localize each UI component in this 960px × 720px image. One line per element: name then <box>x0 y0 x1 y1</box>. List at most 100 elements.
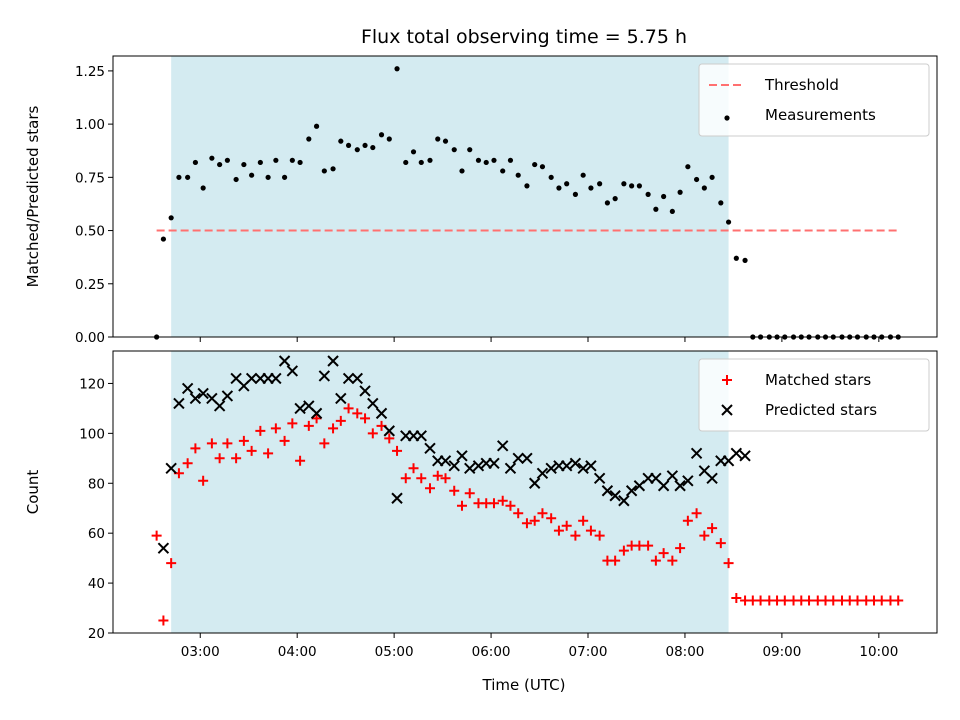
matched-star-point <box>287 418 298 429</box>
y-tick-label: 0.75 <box>75 170 105 186</box>
predicted-star-point <box>577 462 589 474</box>
matched-star-point <box>255 425 266 436</box>
measurement-point <box>701 185 707 191</box>
matched-star-point <box>158 615 169 626</box>
matched-star-point <box>352 408 363 419</box>
matched-star-point <box>529 515 540 526</box>
y-tick-label: 0.50 <box>75 224 105 240</box>
measurement-point <box>233 176 239 183</box>
matched-star-point <box>440 473 451 484</box>
matched-star-point <box>521 518 532 529</box>
panel-top-ratio: 0.00 0.25 0.50 0.75 1.00 1.25 Matched/Predicte… <box>24 55 938 346</box>
predicted-star-point <box>536 467 549 479</box>
x-tick-label: 06:00 <box>472 644 511 660</box>
predicted-star-point <box>415 430 427 442</box>
measurement-point <box>241 161 247 168</box>
predicted-star-point <box>213 400 226 412</box>
matched-star-point <box>682 515 693 526</box>
measurement-point <box>185 174 191 180</box>
panel-bottom-counts: 20 40 60 80 100 120 03:00 04:00 05:00 06:00 07:00 0… <box>24 350 938 660</box>
predicted-star-point <box>391 492 403 504</box>
measurement-point <box>500 168 506 174</box>
measurement-point <box>653 206 659 212</box>
measurement-point <box>338 138 344 144</box>
measurement-point <box>257 159 263 166</box>
legend-label: Matched stars <box>765 371 871 389</box>
y-tick-label: 40 <box>88 576 105 592</box>
measurement-point <box>742 257 748 263</box>
measurement-point <box>661 193 667 200</box>
predicted-star-point <box>181 382 194 395</box>
measurement-point <box>306 136 312 142</box>
matched-star-point <box>295 455 306 466</box>
matched-star-point <box>497 495 508 506</box>
predicted-star-point <box>625 485 638 497</box>
predicted-star-point <box>512 452 524 465</box>
matched-star-point <box>505 500 516 511</box>
measurement-point <box>677 189 683 195</box>
predicted-star-point <box>545 462 557 474</box>
measurement-point <box>507 157 514 163</box>
matched-star-point <box>231 453 242 464</box>
predicted-star-point <box>157 542 170 554</box>
legend-swatch-measurements <box>724 115 730 121</box>
top-axes-frame <box>112 55 938 338</box>
y-tick-label: 120 <box>79 376 105 392</box>
measurement-point <box>588 185 594 191</box>
legend-label: Measurements <box>765 106 876 124</box>
matched-star-point <box>570 530 581 541</box>
measurement-point <box>580 172 586 178</box>
matched-star-point <box>699 530 710 541</box>
matched-star-point <box>658 548 669 559</box>
x-tick-label: 04:00 <box>278 644 317 660</box>
matched-star-point <box>488 498 499 509</box>
matched-star-point <box>214 453 225 464</box>
matched-star-point <box>343 403 354 414</box>
y-tick-label: 0.25 <box>75 277 105 293</box>
predicted-star-point <box>335 392 347 405</box>
predicted-star-point <box>173 397 185 410</box>
matched-star-point <box>270 423 281 434</box>
predicted-star-point <box>278 355 291 367</box>
measurement-point <box>345 142 352 149</box>
measurement-point <box>330 166 336 172</box>
measurement-point <box>427 157 433 163</box>
x-tick-label: 08:00 <box>665 644 704 660</box>
measurement-point <box>636 183 642 189</box>
matched-star-point <box>449 485 460 496</box>
matched-star-point <box>182 458 193 469</box>
predicted-star-point <box>189 392 202 405</box>
predicted-star-point <box>488 457 500 470</box>
x-tick-label: 03:00 <box>181 644 220 660</box>
legend-swatch-predicted <box>721 404 733 416</box>
predicted-star-point <box>496 440 509 452</box>
predicted-star-point <box>472 460 485 472</box>
matched-star-point <box>384 433 395 444</box>
predicted-star-point <box>593 472 606 484</box>
measurement-point <box>394 66 400 72</box>
measurement-point <box>718 200 724 206</box>
bottom-observing-window <box>171 351 729 633</box>
x-tick-label: 10:00 <box>859 644 898 660</box>
matched-star-point <box>432 470 443 481</box>
measurement-point <box>176 174 182 180</box>
measurement-point <box>709 174 715 180</box>
predicted-star-point <box>197 387 209 400</box>
matched-star-point <box>731 593 742 604</box>
predicted-star-point <box>359 385 371 397</box>
matched-star-point <box>303 420 314 431</box>
measurement-point <box>621 181 627 187</box>
y-tick-label: 80 <box>88 476 105 492</box>
measurement-point <box>217 161 223 168</box>
matched-star-point <box>618 545 629 556</box>
predicted-star-point <box>351 372 363 385</box>
predicted-star-point <box>560 460 573 472</box>
predicted-star-point <box>424 442 436 455</box>
matched-star-point <box>537 508 548 519</box>
matched-star-point <box>675 543 686 554</box>
predicted-star-point <box>730 447 743 460</box>
matched-star-point <box>206 438 217 449</box>
measurement-point <box>289 157 295 163</box>
matched-star-point <box>650 555 661 566</box>
matched-star-point <box>311 413 322 424</box>
